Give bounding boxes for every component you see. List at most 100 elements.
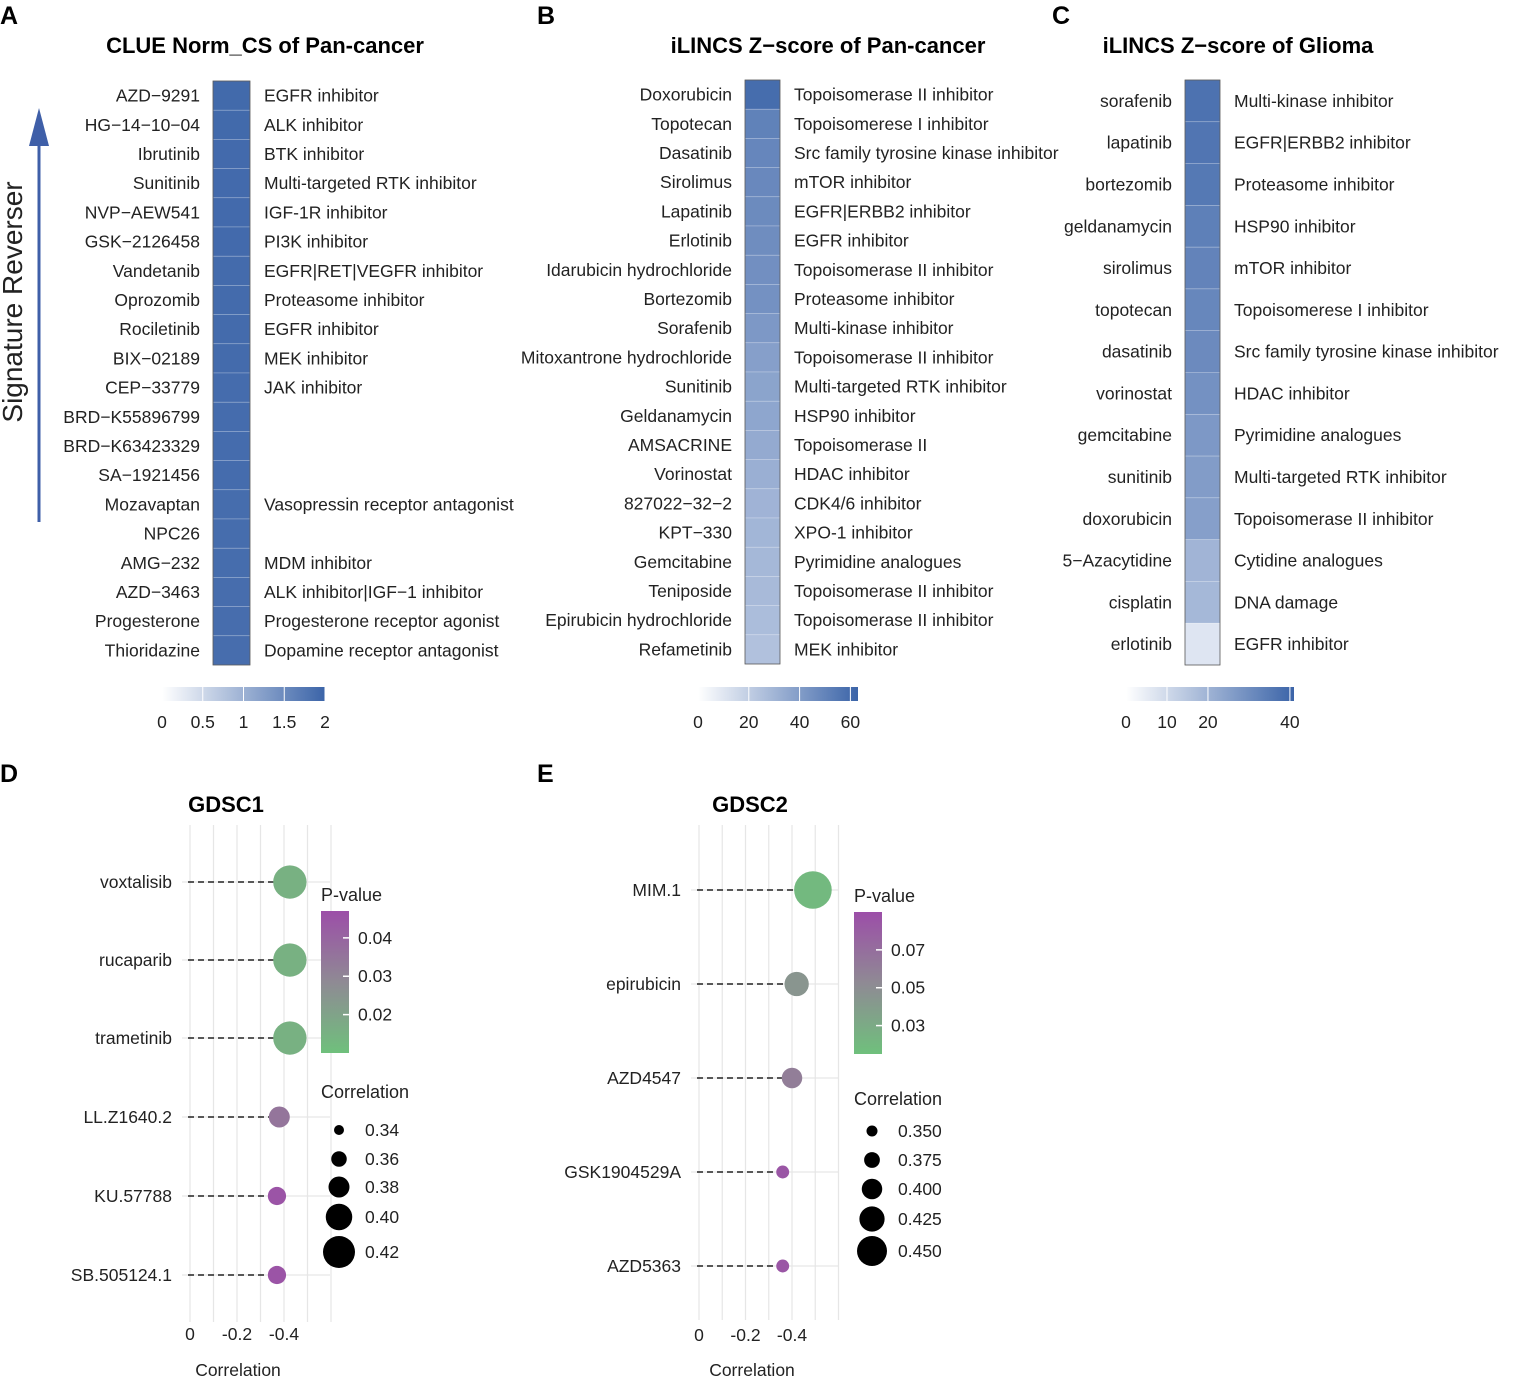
heatmap-cell [212,372,251,403]
panel-letter-c: C [1052,2,1070,30]
heatmap-cell [744,313,781,344]
size-legend-label: 0.34 [365,1120,399,1140]
pvalue-colorbar [854,912,882,1054]
moa-label: Cytidine analogues [1234,551,1383,571]
panel-c-colorbar: 0 10 20 40 [1121,687,1300,732]
heatmap-cell [1184,539,1221,582]
colorbar-tick-label: 40 [790,712,810,732]
colorbar-tick-label: 0 [157,712,167,732]
moa-label: PI3K inhibitor [264,232,368,252]
data-point [794,871,832,909]
drug-label: KU.57788 [94,1186,172,1206]
drug-label: SA−1921456 [98,465,200,485]
panel-c-cells [1184,79,1221,666]
heatmap-cell [212,518,251,549]
heatmap-cell [744,284,781,314]
colorbar-gradient [698,687,858,701]
size-legend-label: 0.425 [898,1209,942,1229]
size-legend-label: 0.375 [898,1150,942,1170]
drug-label: AZD5363 [607,1256,681,1276]
drug-label: Epirubicin hydrochloride [545,610,732,630]
drug-label: Bortezomib [643,289,732,309]
drug-label: AMSACRINE [628,435,732,455]
heatmap-cell [744,371,781,402]
moa-label: ALK inhibitor|IGF−1 inhibitor [264,582,483,602]
drug-label: Sunitinib [133,173,200,193]
size-legend-title: Correlation [854,1089,942,1109]
colorbar-tick-label: 60 [841,712,861,732]
moa-label: Progesterone receptor agonist [264,611,500,631]
moa-label: Multi-kinase inhibitor [794,318,954,338]
panel-d-legends: P-value 0.04 0.03 0.02 Correlation 0.34 0.36 0.… [321,885,409,1268]
moa-label: Topoisomerase II inhibitor [794,85,994,105]
heatmap-cell [1184,163,1221,206]
heatmap-cell [212,139,251,169]
drug-label: Vorinostat [654,464,732,484]
heatmap-cell [744,517,781,548]
drug-label: erlotinib [1111,634,1172,654]
moa-label: EGFR|RET|VEGFR inhibitor [264,261,483,281]
size-legend-label: 0.400 [898,1179,942,1199]
panel-a-moa-labels: EGFR inhibitor ALK inhibitor BTK inhibitor… [264,86,514,661]
data-point [273,943,307,977]
signature-reverser-arrow-head [29,108,49,146]
panel-b-colorbar: 0 20 40 60 [693,687,860,732]
moa-label: Proteasome inhibitor [1234,174,1395,194]
drug-label: Thioridazine [105,640,200,660]
colorbar-tick-label: 0.5 [191,712,215,732]
heatmap-cell [212,343,251,374]
drug-label: Refametinib [639,639,732,659]
signature-reverser-label: Signature Reverser [0,181,28,422]
heatmap-cell [744,546,781,577]
panel-letter-d: D [0,760,18,788]
drug-label: BIX−02189 [113,348,200,368]
moa-label: Topoisomerase II inhibitor [794,581,994,601]
colorbar-tick-label: 10 [1157,712,1177,732]
moa-label: mTOR inhibitor [1234,258,1352,278]
moa-label: CDK4/6 inhibitor [794,493,922,513]
heatmap-cell [744,459,781,490]
heatmap-cell [744,138,781,168]
heatmap-cell [1184,246,1221,290]
drug-label: Progesterone [95,611,200,631]
size-legend-dot [323,1236,355,1268]
drug-label: BRD−K55896799 [63,407,200,427]
heatmap-cell [212,547,251,578]
data-point [781,1067,803,1089]
heatmap-cell [1184,79,1221,123]
size-legend-dot [859,1206,885,1232]
moa-label: EGFR|ERBB2 inhibitor [794,201,971,221]
drug-label: Mitoxantrone hydrochloride [521,347,732,367]
drug-label: doxorubicin [1083,509,1173,529]
panel-e-x-axis-label: Correlation [709,1360,795,1379]
moa-label: Multi-targeted RTK inhibitor [1234,467,1447,487]
drug-label: Sunitinib [665,377,732,397]
drug-label: epirubicin [606,974,681,994]
drug-label: GSK−2126458 [85,232,200,252]
heatmap-cell [744,342,781,373]
panel-c-heatmap: iLINCS Z−score of Glioma sorafenib lapati… [1063,33,1499,732]
drug-label: bortezomib [1085,174,1172,194]
drug-label: sirolimus [1103,258,1172,278]
moa-label: Proteasome inhibitor [264,290,425,310]
size-legend-title: Correlation [321,1082,409,1102]
moa-label: Topoisomerese I inhibitor [1234,300,1429,320]
moa-label: Src family tyrosine kinase inhibitor [1234,342,1499,362]
pvalue-tick-label: 0.02 [358,1005,392,1025]
heatmap-cell [212,226,251,257]
colorbar-tick-label: 1 [239,712,249,732]
size-legend-dot [325,1203,353,1231]
colorbar-tick-label: 20 [739,712,759,732]
moa-label: HDAC inhibitor [794,464,910,484]
panel-letter-a: A [0,2,18,30]
panel-d-x-axis-label: Correlation [195,1360,281,1379]
panel-e-dotplot: GDSC2 MIM.1 epirubicin AZD4547 GSK1904529A A… [564,792,942,1379]
drug-label: Rociletinib [119,319,200,339]
heatmap-cell [212,109,251,140]
x-tick-label: -0.2 [222,1324,252,1344]
moa-label: Topoisomerase II [794,435,927,455]
heatmap-cell [744,167,781,198]
moa-label: Topoisomerase II inhibitor [1234,509,1434,529]
drug-label: Geldanamycin [620,406,732,426]
heatmap-cell [212,577,251,607]
